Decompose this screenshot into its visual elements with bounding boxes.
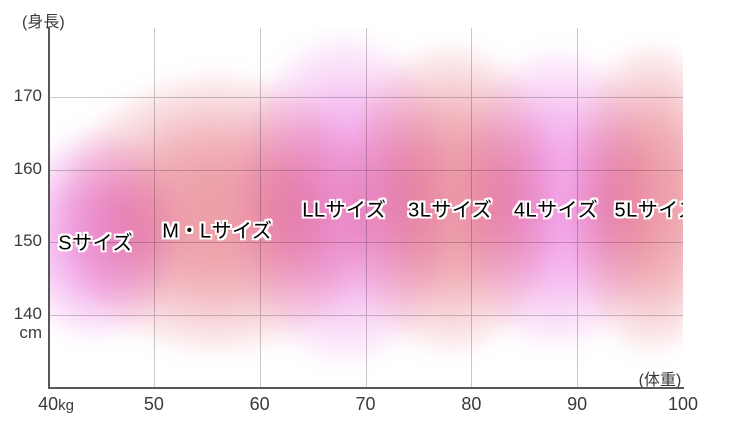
- x-axis-tick-label: 60: [249, 394, 270, 414]
- size-region-label: 5Lサイズ: [614, 199, 683, 222]
- x-axis-tick-label: 90: [567, 394, 588, 414]
- y-axis-tick-label: 160: [13, 158, 42, 178]
- x-axis-tick-label: 80: [461, 394, 482, 414]
- y-axis-line: [48, 28, 50, 388]
- size-region-label: Sサイズ: [58, 232, 133, 255]
- size-region-label: M・Lサイズ: [162, 220, 273, 243]
- x-axis-tick-label: 70: [355, 394, 376, 414]
- y-axis-title: (身長): [22, 14, 65, 31]
- x-axis-tick-label: 100: [667, 394, 699, 414]
- y-axis-tick-label: 140: [13, 304, 42, 324]
- y-axis-tick-label: 150: [13, 231, 42, 251]
- x-axis-title: (体重): [638, 372, 682, 389]
- y-axis-tick-label: 170: [13, 86, 42, 105]
- y-axis-unit-label: cm: [19, 323, 42, 343]
- size-region-label: 4Lサイズ: [513, 199, 599, 222]
- x-axis-tick-label: 40kg: [38, 394, 74, 414]
- gridline-vertical: [260, 28, 261, 388]
- x-axis-line: [48, 387, 684, 389]
- size-region-label: LLサイズ: [302, 199, 387, 222]
- x-axis-tick-label: 50: [143, 394, 164, 414]
- gridline-vertical: [154, 28, 155, 388]
- plot-area: Sサイズ M・Lサイズ LLサイズ 3Lサイズ 4Lサイズ 5Lサイズ: [48, 28, 683, 388]
- size-region-label: 3Lサイズ: [408, 199, 493, 222]
